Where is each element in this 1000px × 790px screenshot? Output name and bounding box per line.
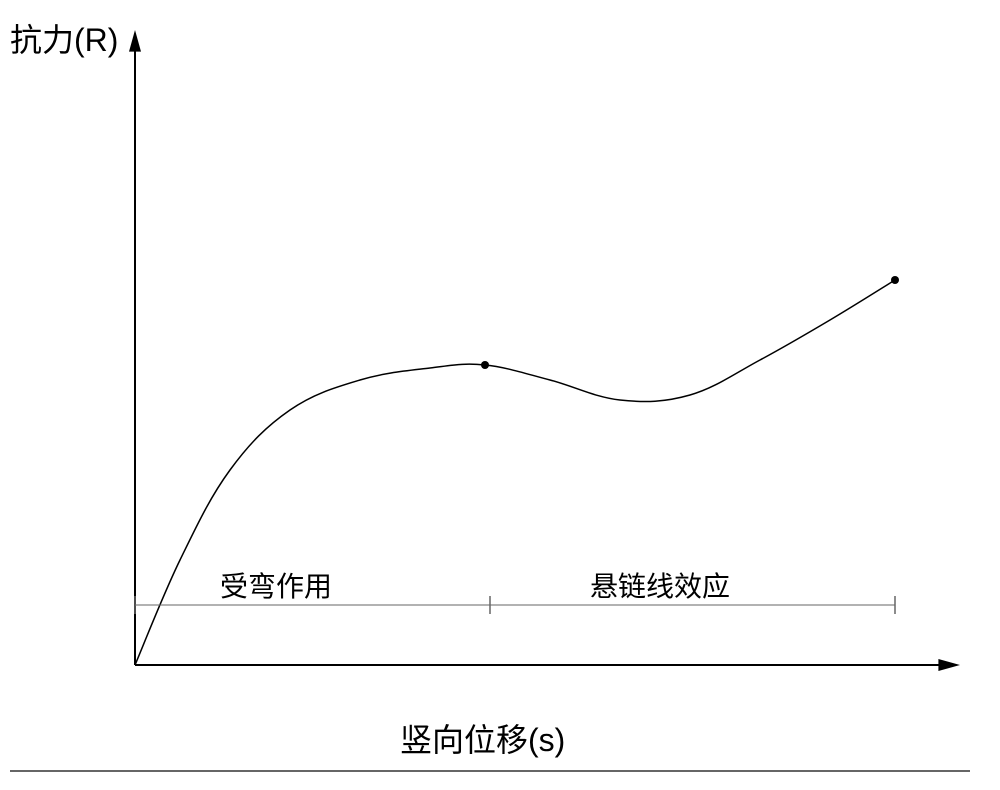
region2-label: 悬链线效应	[590, 565, 730, 605]
bottom-underline	[10, 770, 970, 772]
markers	[481, 276, 899, 369]
chart-svg	[0, 0, 1000, 785]
region1-label: 受弯作用	[220, 565, 332, 605]
chart-container: 抗力(R) 竖向位移(s) 受弯作用 悬链线效应	[0, 0, 1000, 785]
x-axis-label: 竖向位移(s)	[400, 715, 565, 761]
y-axis-label: 抗力(R)	[10, 15, 118, 61]
curve	[135, 280, 895, 665]
